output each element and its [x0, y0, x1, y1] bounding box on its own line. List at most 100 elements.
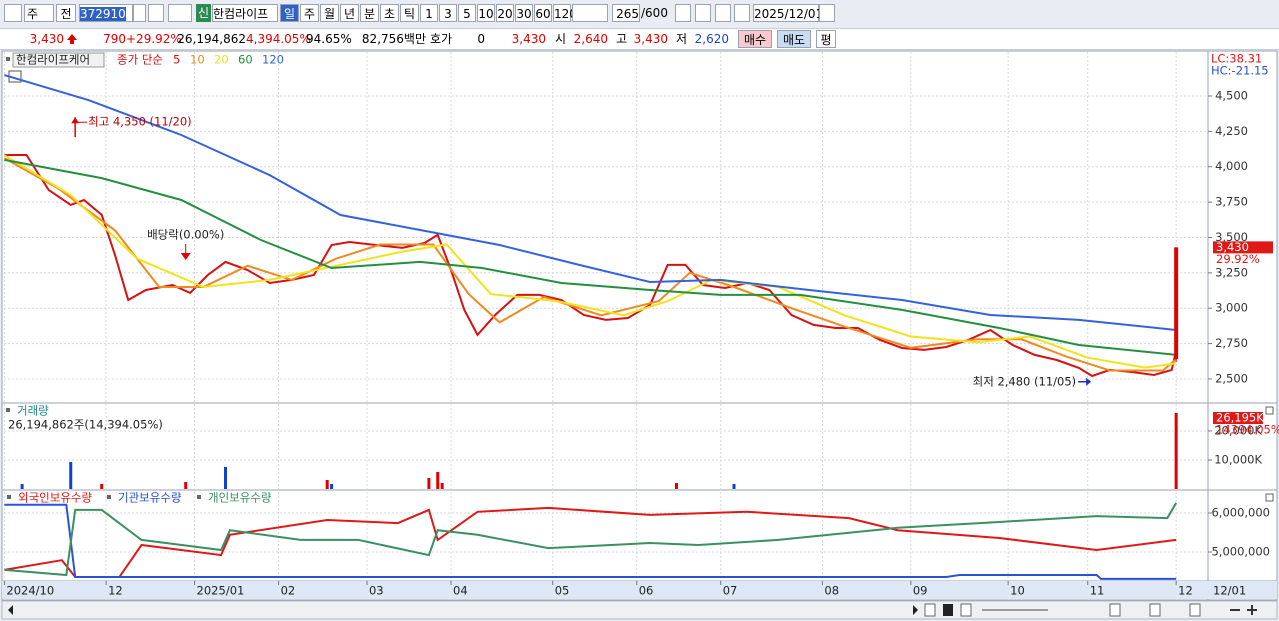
- legend-item: 10: [190, 53, 205, 67]
- volume-bar: [224, 466, 228, 489]
- volume-subtitle: 26,194,862주(14,394.05%): [8, 418, 163, 432]
- toolbar-button[interactable]: 1: [420, 4, 438, 22]
- volume-bar: [732, 484, 736, 489]
- legend-item: 60: [238, 53, 253, 67]
- volume-bar: [427, 478, 431, 489]
- y-tick-label: 2,750: [1215, 336, 1248, 350]
- y-tick-label: 2,500: [1215, 371, 1248, 385]
- x-tick-label: 02: [281, 584, 296, 598]
- volume-bar: [436, 472, 440, 489]
- toolbar-button[interactable]: 60: [534, 4, 552, 22]
- toolbar-button[interactable]: 10: [477, 4, 495, 22]
- chart-bg: [1, 50, 1278, 601]
- code-dropdown[interactable]: [133, 4, 146, 22]
- volume-bar: [184, 482, 188, 489]
- last-change: 29.92%: [1216, 252, 1260, 266]
- tool-button[interactable]: [1149, 603, 1161, 617]
- last-price-box: [1213, 241, 1273, 254]
- legend-box: [12, 52, 105, 68]
- y-tick-label: 4,500: [1215, 88, 1248, 102]
- ask-qty: 0: [477, 32, 485, 46]
- series-line: [3, 157, 1177, 372]
- panel-close[interactable]: [1265, 406, 1274, 415]
- sound-button[interactable]: [168, 4, 192, 22]
- up-arrow: [67, 34, 77, 44]
- volume-bar: [440, 482, 444, 489]
- toolbar-button[interactable]: 분: [360, 4, 379, 22]
- volume-bar: [330, 484, 334, 489]
- toolbar-button[interactable]: 일: [280, 4, 299, 22]
- amount: 82,756백만: [361, 32, 426, 46]
- last-volume: 26,195K: [1216, 411, 1264, 425]
- tool-button[interactable]: [1189, 603, 1201, 617]
- code-text: 372910: [80, 7, 126, 21]
- change: 790: [103, 32, 126, 46]
- toolbar-button[interactable]: 5: [458, 4, 476, 22]
- x-tick-label: 08: [824, 584, 839, 598]
- scroll-right[interactable]: [913, 605, 918, 615]
- series-line: [4, 503, 1177, 580]
- prev-button[interactable]: 전: [56, 4, 76, 22]
- toolbar-button[interactable]: 월: [320, 4, 339, 22]
- legend-item: 개인보유수량: [208, 491, 272, 505]
- settings-icon[interactable]: [734, 4, 750, 22]
- high-label: 최고 4,350 (11/20): [88, 115, 192, 129]
- legend-label: 종가 단순: [117, 53, 163, 67]
- y-tick-label: 3,500: [1215, 230, 1248, 244]
- last-volume-pct: 14394.05%: [1216, 423, 1279, 437]
- count-max: /600: [641, 6, 668, 20]
- code-input[interactable]: 372910: [79, 4, 133, 22]
- toolbar-button[interactable]: 120: [553, 4, 577, 22]
- tool-button[interactable]: [1109, 603, 1121, 617]
- toolbar-button[interactable]: 초: [380, 4, 399, 22]
- date-input[interactable]: 2025/12/01: [753, 4, 823, 22]
- toolbar-button[interactable]: 30: [515, 4, 533, 22]
- x-tick-label: 03: [369, 584, 384, 598]
- legend-item: 20: [214, 53, 229, 67]
- legend-item: 5: [173, 53, 180, 67]
- toolbar-button[interactable]: 년: [340, 4, 359, 22]
- volume: 26,194,862: [177, 32, 246, 46]
- low-arrow: [1086, 377, 1092, 386]
- market-select[interactable]: 주: [24, 4, 54, 22]
- y-tick-label: 10,000K: [1214, 452, 1262, 466]
- calendar-button[interactable]: [819, 4, 835, 22]
- series-line: [4, 74, 1177, 331]
- volume-bar: [675, 482, 679, 489]
- search-button[interactable]: [148, 4, 164, 22]
- nav-button[interactable]: [960, 603, 972, 617]
- dividend-label: 배당락(0.00%): [147, 227, 224, 241]
- scroll-left[interactable]: [8, 605, 13, 615]
- nav-button[interactable]: [924, 603, 936, 617]
- series-line: [4, 502, 1178, 577]
- volume-bar: [20, 484, 24, 489]
- x-axis-bg: [2, 581, 1277, 599]
- x-end-label: 12/01: [1213, 584, 1246, 598]
- toolbar-button[interactable]: 3: [439, 4, 457, 22]
- save-icon[interactable]: [715, 4, 731, 22]
- tool-icon[interactable]: [695, 4, 711, 22]
- count-input[interactable]: 265: [612, 4, 640, 22]
- buy-button[interactable]: 매수: [738, 30, 772, 48]
- last-volume-box: [1213, 412, 1263, 425]
- tool-icon[interactable]: [675, 4, 691, 22]
- empty-dropdown[interactable]: [572, 4, 608, 22]
- x-tick-label: 2025/01: [197, 584, 245, 598]
- sell-button[interactable]: 매도: [777, 30, 811, 48]
- series-line: [4, 158, 1177, 356]
- x-tick-label: 07: [723, 584, 738, 598]
- stop-button[interactable]: [943, 604, 953, 616]
- menu-icon[interactable]: [4, 4, 22, 22]
- toolbar-button[interactable]: 20: [496, 4, 514, 22]
- panel-close[interactable]: [1265, 493, 1274, 502]
- x-tick-label: 09: [913, 584, 928, 598]
- legend-item: 외국인보유수량: [18, 491, 92, 505]
- eval-button[interactable]: 평: [816, 30, 836, 48]
- scrollbar[interactable]: [1, 600, 1278, 620]
- legend-title: 한컴라이프케어: [16, 53, 90, 67]
- toolbar-button[interactable]: 주: [300, 4, 319, 22]
- price: 3,430: [29, 32, 64, 46]
- toolbar-button[interactable]: 틱: [400, 4, 419, 22]
